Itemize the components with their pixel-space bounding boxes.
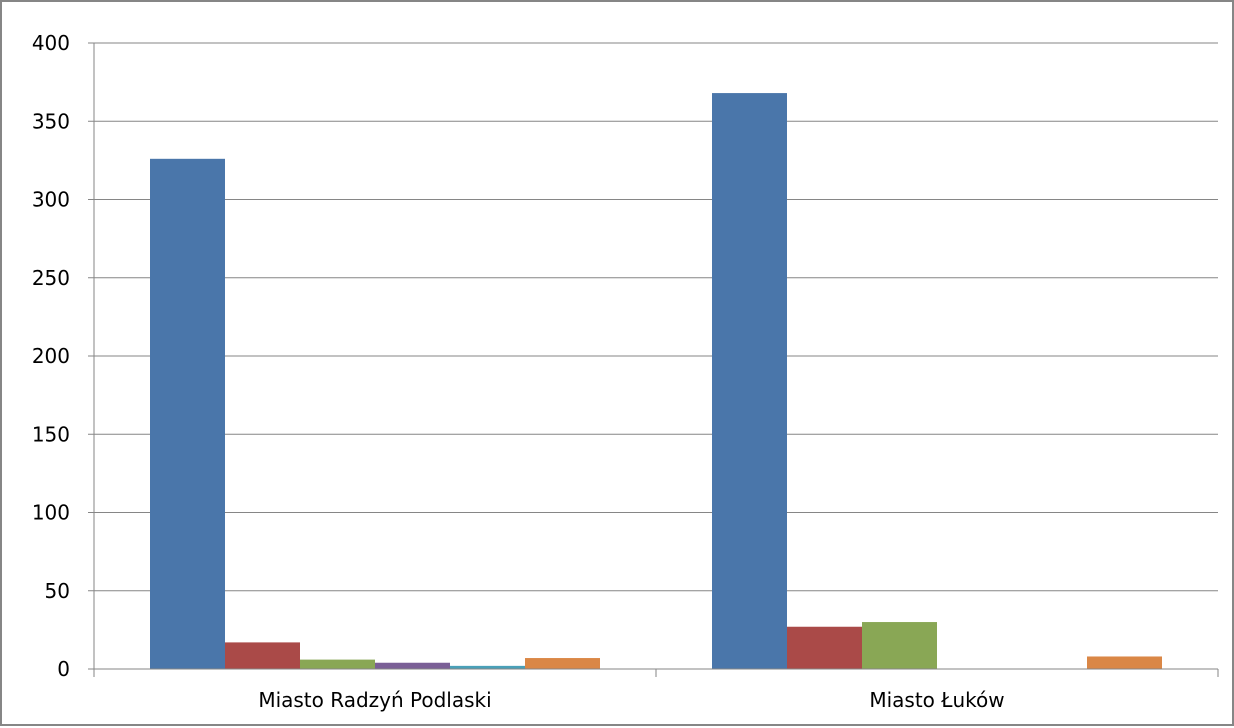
bar — [450, 665, 525, 669]
gridlines — [94, 42, 1218, 592]
y-tick-label: 300 — [32, 188, 70, 212]
y-tick-label: 150 — [32, 422, 70, 446]
y-tick-label: 100 — [32, 501, 70, 525]
y-tick-label: 250 — [32, 266, 70, 290]
tick-labels: 0 50 100 150 200 250 300 350 400 Miasto Radzyń Po… — [32, 31, 1005, 712]
bar — [862, 622, 937, 669]
bar — [375, 662, 450, 669]
y-tick-label: 50 — [45, 579, 70, 603]
axes — [88, 42, 1219, 677]
bar — [300, 659, 375, 669]
x-tick-label: Miasto Radzyń Podlaski — [258, 688, 491, 712]
y-tick-label: 0 — [57, 657, 70, 681]
y-tick-label: 350 — [32, 109, 70, 133]
bar — [1087, 656, 1162, 669]
bar — [225, 642, 300, 669]
bar — [150, 158, 225, 669]
y-tick-label: 400 — [32, 31, 70, 55]
bar — [712, 93, 787, 669]
bar — [787, 626, 862, 669]
bars — [150, 93, 1162, 669]
x-tick-label: Miasto Łuków — [869, 688, 1004, 712]
bar — [525, 658, 600, 669]
y-tick-label: 200 — [32, 344, 70, 368]
